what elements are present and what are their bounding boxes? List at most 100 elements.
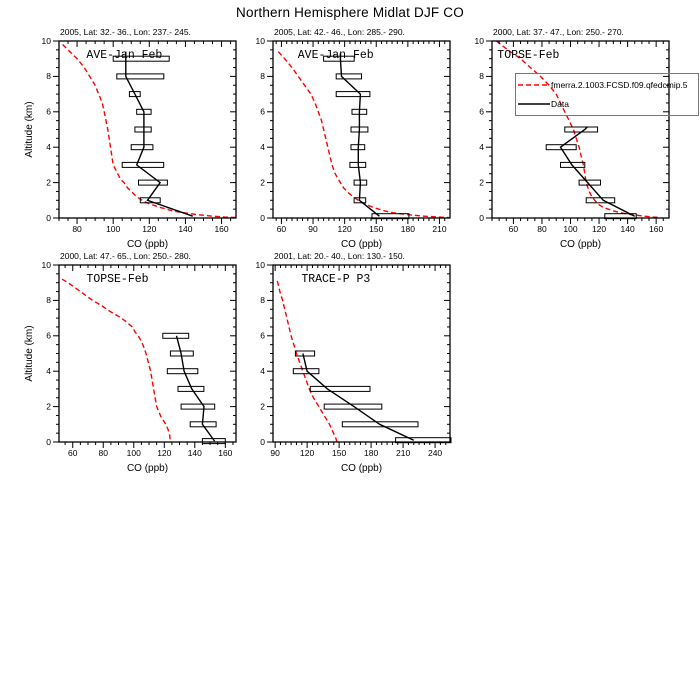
- model-curve: [495, 40, 661, 219]
- x-axis-label: CO (ppb): [341, 463, 382, 474]
- plot-frame: [272, 40, 451, 219]
- data-range-box: [350, 126, 369, 133]
- subplot-inner-title: TOPSE-Feb: [497, 49, 559, 62]
- x-tick-label: 80: [99, 448, 109, 458]
- legend-model-label: fmerra.2.1003.FCSD.f09.qfedcmip.5: [551, 80, 688, 91]
- subplot-inner-title: TOPSE-Feb: [86, 273, 148, 286]
- y-tick-label: 6: [479, 107, 484, 117]
- subplot-2: 60 90 120 150 180 210 0 2 4 6 8 10 2005, Lat: 42.- 4…: [256, 27, 451, 250]
- y-axis-label: Altitude (km): [24, 101, 35, 157]
- x-tick-label: 140: [178, 224, 192, 234]
- data-range-box: [335, 73, 363, 80]
- data-range-box: [578, 179, 601, 186]
- y-tick-label: 2: [260, 177, 265, 187]
- model-curve: [62, 44, 237, 219]
- y-tick-label: 8: [260, 295, 265, 305]
- x-tick-label: 90: [308, 224, 318, 234]
- data-range-box: [560, 161, 586, 168]
- x-tick-label: 100: [563, 224, 577, 234]
- subplot-1: 80 100 120 140 160 0 2 4 6 8 10 2005, Lat: 32.- 36.…: [24, 27, 237, 250]
- x-tick-label: 160: [649, 224, 663, 234]
- data-range-box: [112, 55, 170, 62]
- data-range-box: [180, 403, 216, 410]
- y-tick-label: 8: [46, 71, 51, 81]
- data-range-box: [201, 438, 226, 445]
- plot-frame: [58, 40, 237, 219]
- y-tick-label: 10: [42, 260, 52, 270]
- data-range-box: [353, 197, 367, 204]
- y-tick-label: 4: [46, 366, 51, 376]
- x-tick-label: 80: [72, 224, 82, 234]
- subplot-header: 2000, Lat: 37.- 47., Lon: 250.- 270.: [493, 27, 624, 37]
- x-tick-label: 180: [401, 224, 415, 234]
- data-range-box: [169, 350, 194, 357]
- y-tick-label: 2: [260, 401, 265, 411]
- data-range-box: [395, 437, 452, 444]
- subplot-4: 60 80 100 120 140 160 0 2 4 6 8 10 2000, Lat: 47.- 6…: [24, 251, 237, 474]
- x-tick-label: 150: [369, 224, 383, 234]
- data-range-box: [128, 91, 141, 98]
- model-curve: [277, 51, 449, 219]
- y-tick-label: 0: [46, 437, 51, 447]
- legend-data-label: Data: [551, 98, 569, 109]
- data-range-box: [371, 213, 410, 220]
- y-tick-label: 10: [475, 36, 485, 46]
- data-range-box: [294, 350, 316, 357]
- plot-frame: [491, 40, 670, 219]
- data-range-box: [309, 385, 371, 392]
- plot-legend: fmerra.2.1003.FCSD.f09.qfedcmip.5 Data: [515, 73, 699, 116]
- legend-model-line-sample: [518, 84, 550, 86]
- data-range-box: [177, 385, 205, 392]
- y-tick-label: 2: [46, 177, 51, 187]
- plot-frame: [58, 264, 237, 443]
- subplot-header: 2001, Lat: 20.- 40., Lon: 130.- 150.: [274, 251, 405, 261]
- data-range-box: [136, 108, 152, 115]
- data-range-box: [323, 55, 355, 62]
- x-axis-label: CO (ppb): [341, 239, 382, 250]
- data-curve: [559, 126, 636, 217]
- x-axis-label: CO (ppb): [560, 239, 601, 250]
- x-tick-label: 140: [188, 448, 202, 458]
- x-tick-label: 180: [364, 448, 378, 458]
- x-tick-label: 120: [338, 224, 352, 234]
- y-tick-label: 4: [46, 142, 51, 152]
- data-curve: [125, 51, 193, 217]
- x-tick-label: 100: [106, 224, 120, 234]
- x-tick-label: 60: [509, 224, 519, 234]
- data-range-box: [189, 421, 217, 428]
- data-range-box: [166, 368, 199, 375]
- x-tick-label: 80: [537, 224, 547, 234]
- data-range-box: [585, 197, 616, 204]
- x-axis-label: CO (ppb): [127, 463, 168, 474]
- data-range-box: [341, 421, 419, 428]
- x-tick-label: 120: [300, 448, 314, 458]
- page-title: Northern Hemisphere Midlat DJF CO: [236, 5, 464, 20]
- data-curve: [339, 53, 380, 217]
- data-range-box: [323, 403, 383, 410]
- data-range-box: [162, 332, 190, 339]
- subplot-header: 2005, Lat: 42.- 46., Lon: 285.- 290.: [274, 27, 405, 37]
- data-range-box: [292, 368, 320, 375]
- data-range-box: [139, 197, 161, 204]
- x-tick-label: 120: [142, 224, 156, 234]
- x-tick-label: 240: [428, 448, 442, 458]
- data-range-box: [545, 144, 577, 151]
- legend-item-data: Data: [518, 96, 698, 112]
- y-tick-label: 6: [260, 331, 265, 341]
- y-tick-label: 10: [256, 36, 266, 46]
- data-range-box: [564, 126, 599, 133]
- data-range-box: [116, 73, 165, 80]
- y-tick-label: 0: [479, 213, 484, 223]
- x-tick-label: 210: [432, 224, 446, 234]
- x-tick-label: 100: [127, 448, 141, 458]
- x-tick-label: 160: [218, 448, 232, 458]
- plot-frame: [272, 264, 451, 443]
- y-tick-label: 6: [46, 107, 51, 117]
- y-tick-label: 4: [260, 366, 265, 376]
- subplot-5: 90 120 150 180 210 240 0 2 4 6 8 10 2001, Lat: 20.- …: [256, 251, 452, 474]
- data-range-box: [335, 91, 371, 98]
- x-tick-label: 160: [214, 224, 228, 234]
- data-curve: [175, 335, 216, 442]
- x-tick-label: 120: [157, 448, 171, 458]
